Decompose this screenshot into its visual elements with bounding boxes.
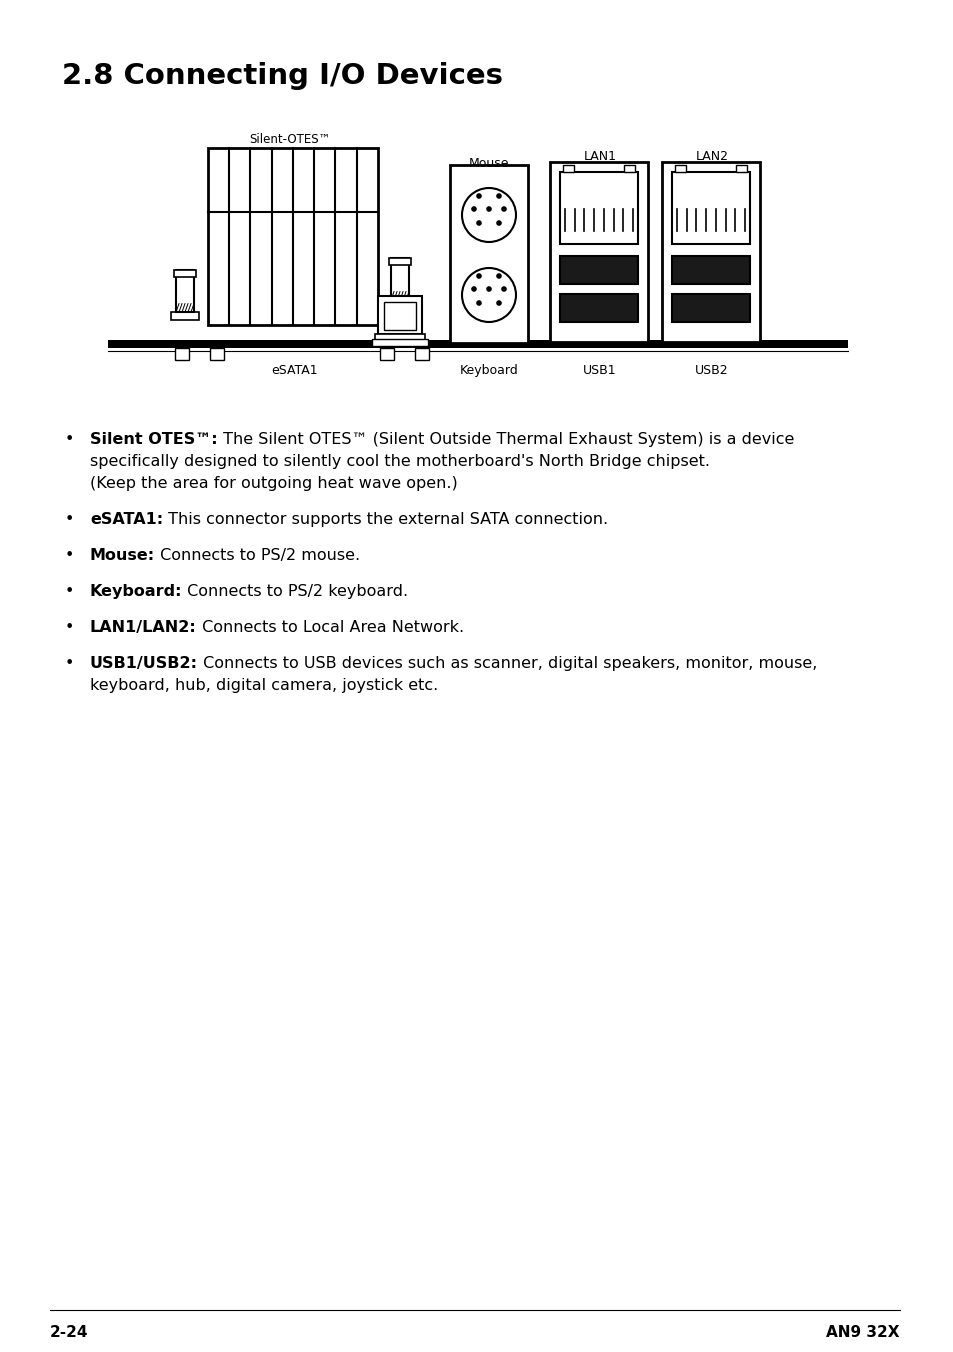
- Text: eSATA1: eSATA1: [272, 364, 318, 377]
- Text: Silent-OTES™: Silent-OTES™: [249, 132, 331, 146]
- Text: LAN1/LAN2:: LAN1/LAN2:: [90, 621, 196, 635]
- Bar: [671, 172, 749, 243]
- Text: •: •: [65, 621, 74, 635]
- Bar: [671, 256, 749, 284]
- Bar: [735, 165, 746, 172]
- Text: •: •: [65, 433, 74, 448]
- Bar: [379, 347, 394, 360]
- Bar: [174, 347, 189, 360]
- Bar: [372, 339, 428, 346]
- Text: Mouse:: Mouse:: [90, 548, 155, 562]
- Bar: [389, 258, 411, 265]
- Circle shape: [496, 220, 501, 226]
- Bar: [175, 270, 193, 312]
- Text: Keyboard: Keyboard: [459, 364, 517, 377]
- Bar: [623, 165, 635, 172]
- Bar: [450, 165, 527, 343]
- Text: USB2: USB2: [695, 364, 728, 377]
- Bar: [671, 293, 749, 322]
- Text: Mouse: Mouse: [468, 157, 509, 170]
- Bar: [661, 162, 760, 342]
- Bar: [375, 334, 424, 339]
- Text: •: •: [65, 656, 74, 671]
- Text: AN9 32X: AN9 32X: [825, 1325, 899, 1340]
- Text: 2.8 Connecting I/O Devices: 2.8 Connecting I/O Devices: [62, 62, 502, 91]
- Bar: [415, 347, 429, 360]
- Bar: [108, 339, 847, 347]
- Circle shape: [476, 193, 481, 199]
- Bar: [562, 165, 574, 172]
- Circle shape: [500, 287, 506, 292]
- Text: The Silent OTES™ (Silent Outside Thermal Exhaust System) is a device: The Silent OTES™ (Silent Outside Thermal…: [217, 433, 793, 448]
- Bar: [171, 312, 199, 320]
- Circle shape: [461, 268, 516, 322]
- Bar: [210, 347, 224, 360]
- Text: LAN2: LAN2: [695, 150, 728, 164]
- Circle shape: [496, 300, 501, 306]
- Circle shape: [476, 220, 481, 226]
- Bar: [559, 172, 638, 243]
- Text: USB1/USB2:: USB1/USB2:: [90, 656, 198, 671]
- Circle shape: [486, 287, 492, 292]
- Text: Connects to USB devices such as scanner, digital speakers, monitor, mouse,: Connects to USB devices such as scanner,…: [198, 656, 817, 671]
- Text: USB1: USB1: [582, 364, 617, 377]
- Bar: [377, 296, 421, 334]
- Circle shape: [496, 273, 501, 279]
- Text: •: •: [65, 584, 74, 599]
- Text: Connects to PS/2 keyboard.: Connects to PS/2 keyboard.: [182, 584, 408, 599]
- Text: Keyboard:: Keyboard:: [90, 584, 182, 599]
- Bar: [550, 162, 647, 342]
- Text: LAN1: LAN1: [583, 150, 616, 164]
- Circle shape: [496, 193, 501, 199]
- Bar: [675, 165, 685, 172]
- Text: •: •: [65, 548, 74, 562]
- Text: eSATA1:: eSATA1:: [90, 512, 163, 527]
- Text: specifically designed to silently cool the motherboard's North Bridge chipset.: specifically designed to silently cool t…: [90, 454, 709, 469]
- Text: Silent OTES™:: Silent OTES™:: [90, 433, 217, 448]
- Text: 2-24: 2-24: [50, 1325, 89, 1340]
- Text: keyboard, hub, digital camera, joystick etc.: keyboard, hub, digital camera, joystick …: [90, 677, 437, 694]
- Text: This connector supports the external SATA connection.: This connector supports the external SAT…: [163, 512, 608, 527]
- Text: Connects to Local Area Network.: Connects to Local Area Network.: [196, 621, 463, 635]
- Circle shape: [461, 188, 516, 242]
- Circle shape: [471, 207, 476, 212]
- Circle shape: [500, 207, 506, 212]
- Bar: [173, 270, 195, 277]
- Circle shape: [486, 207, 492, 212]
- Circle shape: [476, 300, 481, 306]
- Text: •: •: [65, 512, 74, 527]
- Text: Connects to PS/2 mouse.: Connects to PS/2 mouse.: [155, 548, 360, 562]
- Bar: [391, 258, 409, 300]
- Bar: [386, 300, 414, 308]
- Text: (Keep the area for outgoing heat wave open.): (Keep the area for outgoing heat wave op…: [90, 476, 457, 491]
- Circle shape: [471, 287, 476, 292]
- Circle shape: [476, 273, 481, 279]
- Bar: [384, 301, 416, 330]
- Bar: [559, 293, 638, 322]
- Bar: [559, 256, 638, 284]
- Bar: [208, 147, 377, 324]
